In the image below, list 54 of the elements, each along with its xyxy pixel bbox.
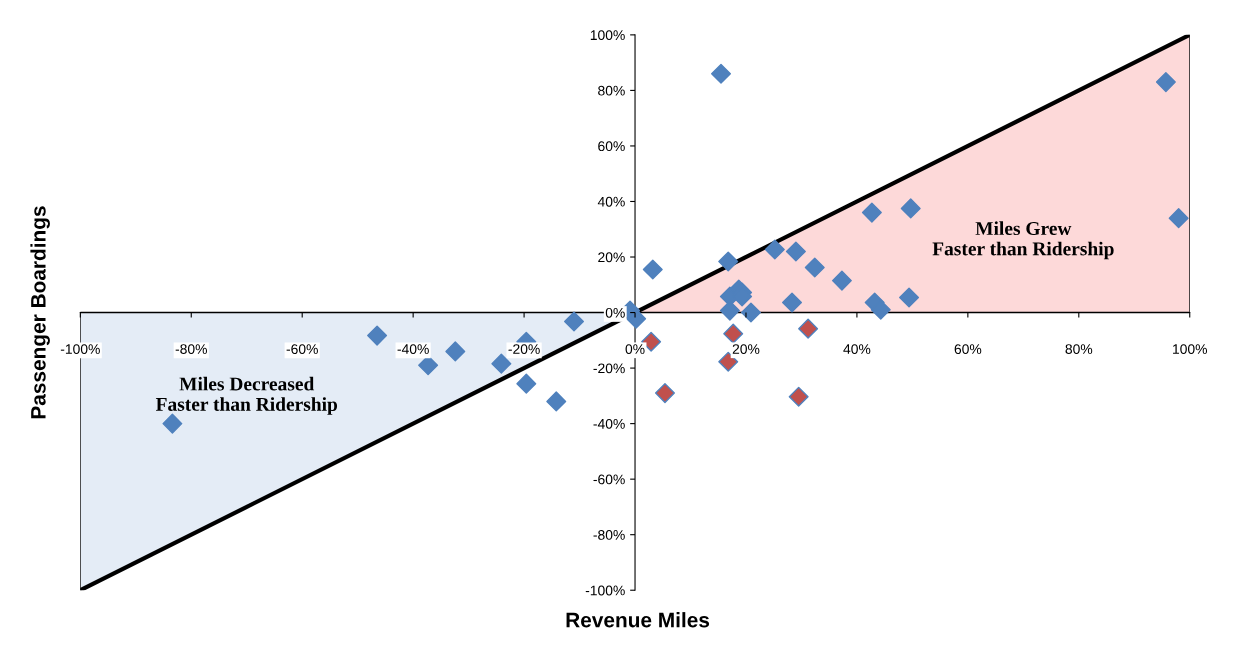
point — [788, 386, 809, 407]
point — [1155, 72, 1176, 93]
x-tick-label: -40% — [397, 344, 429, 354]
point — [785, 241, 806, 262]
y-tick-label: -40% — [593, 418, 625, 429]
point — [564, 311, 585, 332]
y-tick-label: 0% — [605, 307, 625, 318]
point — [764, 239, 785, 260]
y-axis-title: Passenger Boardings — [30, 206, 50, 419]
x-axis-title: Revenue Miles — [566, 612, 710, 628]
y-tick-label: -60% — [593, 474, 625, 485]
x-tick-label: -20% — [508, 344, 540, 354]
x-tick-label: 20% — [732, 344, 760, 354]
point — [367, 325, 388, 346]
point — [831, 270, 852, 291]
annotation: Miles Decreased Faster than Ridership — [155, 376, 338, 415]
point — [162, 413, 183, 434]
x-tick-label: -80% — [175, 344, 207, 354]
y-tick-label: 60% — [598, 141, 625, 152]
point — [654, 383, 675, 404]
x-tick-label: -60% — [286, 344, 318, 354]
x-tick-label: 80% — [1065, 344, 1093, 354]
point — [798, 318, 819, 339]
y-tick-label: 40% — [597, 196, 625, 207]
point — [782, 292, 803, 313]
y-tick-label: -20% — [593, 363, 625, 374]
point — [516, 373, 537, 394]
point — [719, 300, 740, 321]
x-tick-label: 60% — [954, 344, 982, 354]
point — [740, 302, 761, 323]
point — [899, 287, 920, 308]
x-tick-label: 100% — [1173, 344, 1208, 354]
y-tick-label: 80% — [598, 85, 625, 96]
x-tick-label: -100% — [60, 344, 100, 354]
y-tick-label: -80% — [593, 530, 625, 540]
point — [804, 257, 825, 278]
y-tick-label: 20% — [598, 252, 625, 263]
point — [861, 202, 882, 223]
point — [491, 353, 512, 374]
x-tick-label: 0% — [625, 344, 645, 354]
point — [626, 308, 647, 329]
point — [718, 251, 739, 272]
x-tick-label: 40% — [843, 344, 871, 354]
point — [546, 391, 567, 412]
y-tick-label: -100% — [585, 585, 625, 596]
point — [710, 63, 732, 84]
y-tick-label: 100% — [590, 30, 625, 41]
annotation: Miles Grew Faster than Ridership — [932, 221, 1114, 260]
point — [1168, 208, 1189, 229]
point — [642, 259, 663, 280]
point — [900, 198, 921, 219]
point — [723, 323, 744, 344]
point — [445, 341, 466, 362]
point — [418, 355, 439, 376]
